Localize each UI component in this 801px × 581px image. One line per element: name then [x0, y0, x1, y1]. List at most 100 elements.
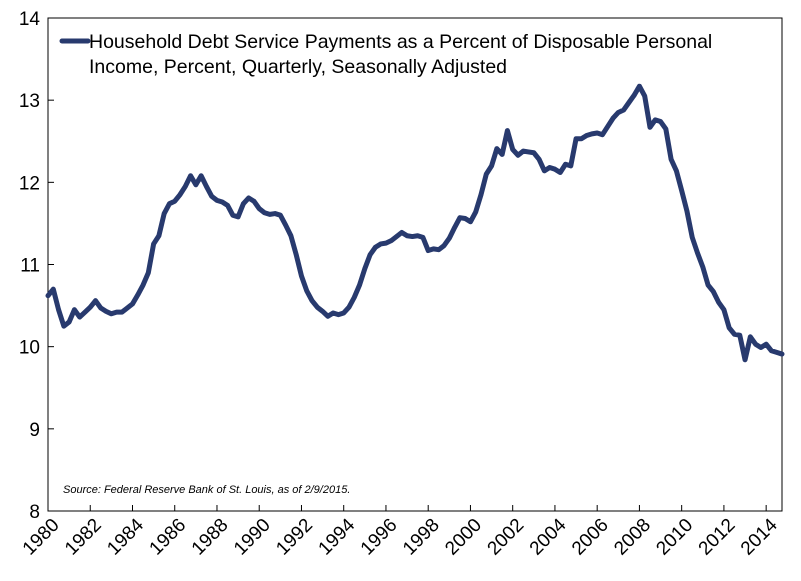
data-point-125: [705, 282, 711, 288]
x-tick-label-2000: 2000: [441, 515, 486, 560]
data-point-110: [626, 100, 632, 105]
x-tick-label-1986: 1986: [146, 515, 191, 560]
data-point-98: [563, 162, 568, 167]
data-point-66: [394, 234, 399, 239]
data-point-105: [600, 132, 605, 137]
data-point-44: [278, 213, 283, 218]
data-point-121: [684, 208, 690, 214]
data-point-22: [161, 211, 167, 216]
data-point-137: [769, 348, 774, 353]
data-point-28: [193, 182, 199, 187]
data-point-138: [774, 350, 779, 355]
data-point-103: [589, 131, 595, 137]
data-point-123: [695, 250, 700, 256]
data-point-31: [209, 194, 214, 199]
data-point-53: [325, 314, 331, 319]
data-point-1: [51, 286, 56, 292]
data-point-74: [436, 247, 441, 252]
data-point-99: [568, 163, 573, 169]
data-point-136: [763, 342, 769, 347]
data-point-2: [56, 307, 61, 312]
data-point-59: [357, 282, 362, 288]
data-point-67: [399, 230, 404, 235]
data-point-134: [753, 342, 758, 347]
data-point-58: [352, 295, 357, 300]
data-point-8: [88, 305, 93, 310]
data-point-71: [420, 235, 426, 240]
data-point-100: [573, 136, 579, 141]
data-point-32: [214, 198, 220, 203]
data-point-80: [468, 219, 473, 224]
data-point-38: [246, 195, 251, 201]
data-point-88: [510, 147, 515, 152]
data-point-127: [716, 300, 721, 305]
data-point-93: [536, 157, 542, 162]
x-tick-label-2012: 2012: [695, 515, 740, 560]
y-tick-label-8: 8: [29, 502, 40, 523]
data-point-61: [367, 252, 373, 257]
data-point-48: [299, 273, 304, 279]
data-point-7: [82, 309, 88, 315]
data-point-73: [431, 246, 436, 252]
data-point-108: [616, 110, 621, 115]
data-point-90: [521, 148, 526, 154]
data-point-37: [241, 201, 246, 206]
data-point-60: [362, 266, 368, 271]
data-point-40: [257, 206, 262, 211]
data-point-124: [700, 264, 705, 270]
data-point-72: [426, 248, 431, 253]
x-tick-label-1994: 1994: [315, 514, 360, 559]
data-point-10: [98, 305, 104, 311]
data-point-96: [552, 166, 558, 172]
x-tick-label-2010: 2010: [653, 515, 698, 560]
data-point-14: [119, 309, 125, 315]
data-point-9: [93, 298, 98, 303]
data-point-129: [726, 325, 732, 330]
data-point-17: [135, 292, 140, 298]
data-point-55: [336, 312, 341, 317]
data-point-95: [547, 165, 552, 170]
data-point-97: [558, 170, 563, 175]
data-point-112: [637, 84, 642, 89]
data-point-70: [415, 233, 420, 238]
y-tick-label-9: 9: [29, 420, 40, 441]
data-point-130: [732, 332, 737, 337]
data-point-49: [304, 288, 309, 293]
x-axis: 1980198219841986198819901992199419961998…: [19, 505, 782, 559]
data-point-4: [66, 319, 72, 325]
data-point-101: [579, 136, 584, 141]
data-point-33: [220, 199, 225, 205]
data-point-29: [198, 173, 204, 178]
data-point-5: [72, 307, 77, 312]
data-point-128: [721, 307, 727, 312]
data-point-51: [315, 305, 320, 310]
legend: Household Debt Service Payments as a Per…: [59, 31, 712, 78]
data-point-26: [183, 184, 188, 189]
data-point-62: [373, 245, 378, 250]
data-point-54: [330, 310, 336, 316]
data-point-115: [653, 117, 658, 123]
x-tick-label-1990: 1990: [230, 515, 275, 560]
legend-label-line1: Household Debt Service Payments as a Per…: [89, 31, 712, 53]
data-point-117: [663, 126, 669, 132]
data-point-139: [779, 351, 785, 357]
data-point-77: [452, 225, 457, 230]
x-tick-label-1992: 1992: [272, 515, 317, 560]
data-point-20: [151, 241, 156, 247]
data-point-11: [103, 309, 109, 314]
data-point-56: [341, 310, 346, 316]
x-tick-label-2002: 2002: [484, 515, 529, 560]
data-point-109: [621, 107, 626, 113]
data-point-113: [642, 93, 647, 99]
data-point-114: [647, 125, 653, 130]
data-point-63: [378, 241, 383, 247]
x-tick-label-1980: 1980: [19, 515, 64, 560]
data-point-87: [505, 128, 510, 133]
data-point-89: [515, 153, 521, 158]
y-tick-label-12: 12: [19, 173, 40, 194]
data-point-3: [61, 323, 67, 329]
data-point-6: [77, 314, 82, 320]
data-point-79: [462, 216, 468, 221]
data-point-36: [235, 214, 241, 220]
